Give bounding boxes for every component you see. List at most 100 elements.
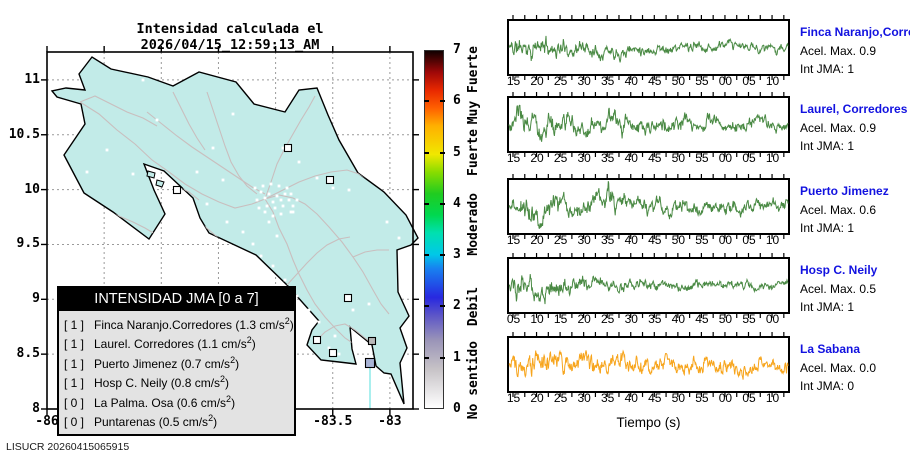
time-tick: 15: [506, 233, 521, 247]
time-tick: 10: [765, 391, 780, 405]
colorbar-tick: [424, 151, 429, 154]
time-tick: 05: [742, 74, 756, 88]
station-name: Finca Naranjo,Corredor: [800, 25, 910, 39]
colorbar-tick: [440, 202, 445, 205]
accel-max: Acel. Max. 0.9: [800, 121, 877, 135]
colorbar-tick-label: 0: [453, 401, 461, 416]
legend-body: [ 1 ] Finca Naranjo.Corredores (1.3 cm/s2…: [59, 311, 294, 434]
colorbar-tick-label: 1: [453, 349, 461, 365]
time-tick: 45: [648, 391, 662, 405]
time-tick: 40: [624, 74, 638, 88]
lon-tick-label: -83.5: [313, 414, 353, 429]
time-tick: 55: [742, 312, 756, 326]
time-tick: 25: [601, 312, 615, 326]
time-tick: 20: [577, 312, 591, 326]
time-tick: 00: [718, 151, 733, 165]
time-tick: 25: [553, 151, 568, 165]
time-tick: 25: [553, 233, 568, 247]
time-tick: 00: [718, 233, 733, 247]
intensity-level-label: Moderado: [466, 192, 481, 256]
station-dots: [85, 78, 401, 356]
colorbar-tick-label: 3: [453, 247, 461, 263]
int-jma: Int JMA: 0: [800, 379, 855, 393]
gulf-islands: [146, 170, 165, 188]
time-tick: 55: [695, 151, 709, 165]
accel-max: Acel. Max. 0.6: [800, 203, 877, 217]
lat-tick-label: 10: [24, 181, 40, 197]
time-tick: 45: [648, 74, 662, 88]
time-tick: 15: [506, 74, 521, 88]
time-tick: 10: [765, 233, 780, 247]
int-jma: Int JMA: 1: [800, 62, 855, 76]
time-tick: 35: [601, 391, 615, 405]
seismogram-trace: [507, 174, 790, 239]
time-tick: 45: [648, 151, 662, 165]
costa-rica-map: [41, 46, 419, 415]
accel-max: Acel. Max. 0.0: [800, 361, 877, 375]
seismogram-trace: [507, 332, 790, 397]
time-tick: 35: [648, 312, 662, 326]
time-tick: 35: [601, 233, 615, 247]
time-tick: 50: [718, 312, 733, 326]
colorbar-tick: [424, 356, 429, 359]
time-tick: 55: [695, 391, 709, 405]
time-tick: 40: [624, 391, 638, 405]
lat-tick-label: 8: [32, 401, 40, 416]
station-name: La Sabana: [800, 342, 861, 356]
time-tick: 00: [718, 391, 733, 405]
station-name: Laurel, Corredores: [800, 102, 908, 116]
station-markers: [172, 143, 377, 369]
station-name: Hosp C. Neily: [800, 263, 878, 277]
time-tick: 40: [624, 151, 638, 165]
time-tick: 20: [530, 74, 544, 88]
time-axis-label: Tiempo (s): [616, 415, 681, 430]
time-tick-labels: 15 20 25 30 35 40 45 50 55 00 05 10: [507, 233, 790, 247]
time-tick: 20: [530, 151, 544, 165]
intensity-level-label: Fuerte: [466, 128, 481, 176]
lat-tick-label: 8.5: [16, 346, 40, 362]
accel-max: Acel. Max. 0.9: [800, 44, 877, 58]
time-tick: 10: [765, 74, 780, 88]
legend-item: [ 0 ] Puntarenas (0.5 cm/s2): [64, 413, 218, 430]
time-tick: 30: [577, 391, 591, 405]
lat-tick-label: 11: [24, 71, 40, 87]
time-tick: 25: [553, 74, 568, 88]
time-tick: 00: [718, 74, 733, 88]
time-tick: 30: [577, 151, 591, 165]
time-tick: 30: [624, 312, 638, 326]
intensity-legend: INTENSIDAD JMA [0 a 7] [ 1 ] Finca Naranj…: [57, 286, 296, 437]
int-jma: Int JMA: 1: [800, 139, 855, 153]
legend-item: [ 1 ] Finca Naranjo.Corredores (1.3 cm/s2…: [64, 316, 294, 332]
int-jma: Int JMA: 1: [800, 221, 855, 235]
intensity-colorbar: [424, 50, 444, 409]
time-tick: 20: [530, 391, 544, 405]
time-tick: 40: [624, 233, 638, 247]
time-tick: 05: [742, 151, 756, 165]
time-tick: 55: [695, 233, 709, 247]
seismogram-trace: [507, 253, 790, 318]
watermark: LISUCR 20260415065915: [6, 441, 130, 453]
time-tick-labels: 15 20 25 30 35 40 45 50 55 00 05 10: [507, 391, 790, 405]
time-tick: 30: [577, 74, 591, 88]
lon-tick-label: -86: [35, 414, 59, 429]
colorbar-tick: [424, 202, 429, 205]
station-name: Puerto Jimenez: [800, 184, 889, 198]
time-tick: 45: [648, 233, 662, 247]
map-title: Intensidad calculada el 2026/04/15_12:59…: [136, 21, 324, 53]
time-tick-labels: 15 20 25 30 35 40 45 50 55 00 05 10: [507, 151, 790, 165]
time-tick: 50: [671, 233, 686, 247]
legend-item: [ 1 ] Laurel. Corredores (1.1 cm/s2): [64, 335, 256, 352]
time-tick: 25: [553, 391, 568, 405]
intensity-level-label: Muy Fuerte: [466, 46, 481, 125]
time-tick: 10: [530, 312, 544, 326]
legend-item: [ 1 ] Hosp C. Neily (0.8 cm/s2): [64, 374, 230, 391]
intensity-level-label: No sentido: [466, 341, 481, 420]
time-tick: 40: [671, 312, 686, 326]
colorbar-tick-label: 5: [453, 144, 461, 160]
time-tick-labels: 15 20 25 30 35 40 45 50 55 00 05 10: [507, 74, 790, 88]
lon-tick-label: -83: [378, 414, 402, 429]
colorbar-tick: [424, 254, 429, 257]
legend-item: [ 0 ] La Palma. Osa (0.6 cm/s2): [64, 393, 236, 410]
time-tick: 05: [742, 233, 756, 247]
